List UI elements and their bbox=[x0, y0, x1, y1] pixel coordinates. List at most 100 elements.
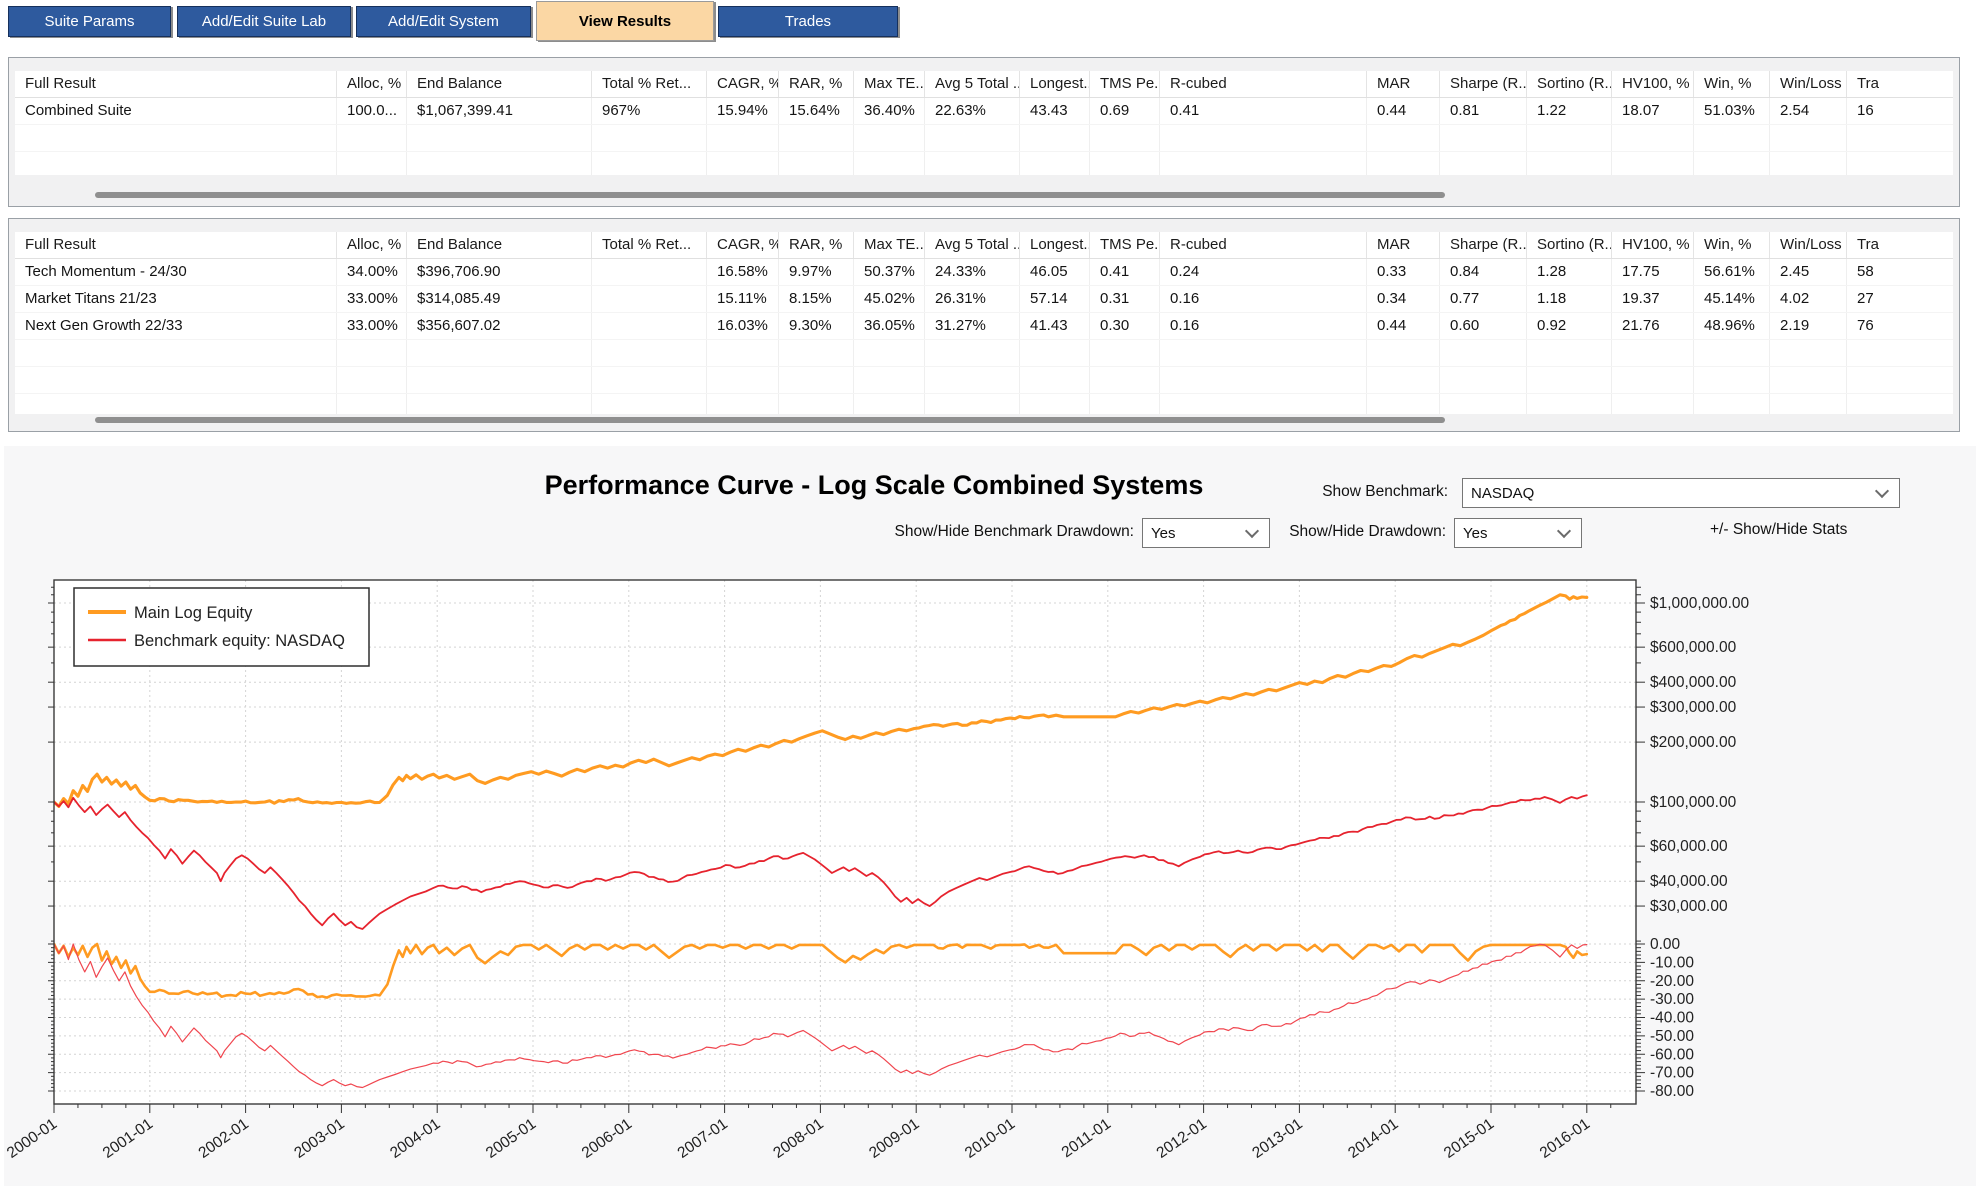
table-cell bbox=[1440, 367, 1527, 393]
table-cell: 15.11% bbox=[707, 286, 779, 312]
table-cell bbox=[707, 125, 779, 151]
column-header: RAR, % bbox=[779, 232, 854, 258]
table-cell bbox=[1367, 367, 1440, 393]
svg-text:-40.00: -40.00 bbox=[1650, 1010, 1694, 1027]
table-cell: 45.14% bbox=[1694, 286, 1770, 312]
table-cell: 57.14 bbox=[1020, 286, 1090, 312]
table-cell: 48.96% bbox=[1694, 313, 1770, 339]
table-cell: 36.05% bbox=[854, 313, 925, 339]
table-cell bbox=[1020, 394, 1090, 414]
systems-horizontal-scrollbar[interactable] bbox=[15, 414, 1953, 426]
column-header: Sharpe (R... bbox=[1440, 71, 1527, 97]
table-cell: 18.07 bbox=[1612, 98, 1694, 124]
table-cell bbox=[1612, 394, 1694, 414]
svg-text:2008-01: 2008-01 bbox=[770, 1115, 826, 1162]
column-header: Sharpe (R... bbox=[1440, 232, 1527, 258]
table-cell bbox=[1160, 125, 1367, 151]
column-header: Avg 5 Total ... bbox=[925, 71, 1020, 97]
table-cell bbox=[407, 367, 592, 393]
benchmark-select[interactable]: NASDAQ bbox=[1462, 478, 1900, 508]
column-header: Max TE... bbox=[854, 71, 925, 97]
column-header: Avg 5 Total ... bbox=[925, 232, 1020, 258]
svg-text:2014-01: 2014-01 bbox=[1345, 1115, 1401, 1162]
column-header: HV100, % bbox=[1612, 71, 1694, 97]
table-cell bbox=[1090, 125, 1160, 151]
table-cell: 1.18 bbox=[1527, 286, 1612, 312]
table-row[interactable] bbox=[15, 394, 1953, 414]
svg-text:2001-01: 2001-01 bbox=[100, 1115, 156, 1162]
table-cell: 43.43 bbox=[1020, 98, 1090, 124]
column-header: Tra bbox=[1847, 71, 1953, 97]
column-header: Win/Loss bbox=[1770, 71, 1847, 97]
table-cell bbox=[925, 367, 1020, 393]
benchmark-drawdown-select[interactable]: Yes bbox=[1142, 518, 1270, 548]
column-header: Longest... bbox=[1020, 232, 1090, 258]
svg-text:2010-01: 2010-01 bbox=[962, 1115, 1018, 1162]
table-row[interactable]: Tech Momentum - 24/3034.00%$396,706.9016… bbox=[15, 259, 1953, 286]
performance-chart: $1,000,000.00$600,000.00$400,000.00$300,… bbox=[36, 572, 1826, 1186]
svg-text:2003-01: 2003-01 bbox=[291, 1115, 347, 1162]
table-cell bbox=[592, 313, 707, 339]
svg-text:Main Log Equity: Main Log Equity bbox=[134, 604, 253, 622]
table-cell bbox=[1527, 340, 1612, 366]
column-header: R-cubed bbox=[1160, 232, 1367, 258]
table-cell: $356,607.02 bbox=[407, 313, 592, 339]
horizontal-scrollbar-thumb[interactable] bbox=[95, 417, 1445, 423]
table-row[interactable] bbox=[15, 340, 1953, 367]
svg-text:2016-01: 2016-01 bbox=[1537, 1115, 1593, 1162]
svg-text:-70.00: -70.00 bbox=[1650, 1065, 1694, 1082]
table-cell bbox=[407, 152, 592, 175]
table-cell bbox=[1090, 367, 1160, 393]
drawdown-select[interactable]: Yes bbox=[1454, 518, 1582, 548]
column-header: RAR, % bbox=[779, 71, 854, 97]
table-cell bbox=[779, 367, 854, 393]
svg-text:2007-01: 2007-01 bbox=[675, 1115, 731, 1162]
table-row[interactable]: Combined Suite100.0...$1,067,399.41967%1… bbox=[15, 98, 1953, 125]
table-row[interactable]: Next Gen Growth 22/3333.00%$356,607.0216… bbox=[15, 313, 1953, 340]
column-header: Total % Ret... bbox=[592, 71, 707, 97]
table-cell bbox=[1440, 340, 1527, 366]
show-hide-stats-toggle[interactable]: +/- Show/Hide Stats bbox=[1710, 521, 1847, 539]
table-cell bbox=[592, 152, 707, 175]
table-cell: 19.37 bbox=[1612, 286, 1694, 312]
table-cell: 0.81 bbox=[1440, 98, 1527, 124]
column-header: TMS Pe... bbox=[1090, 71, 1160, 97]
systems-results-panel: Full ResultAlloc, %End BalanceTotal % Re… bbox=[8, 218, 1960, 432]
column-header: Win, % bbox=[1694, 232, 1770, 258]
table-cell bbox=[337, 367, 407, 393]
tab-add-edit-suite-lab[interactable]: Add/Edit Suite Lab bbox=[177, 6, 351, 37]
svg-text:$1,000,000.00: $1,000,000.00 bbox=[1650, 595, 1750, 612]
table-cell bbox=[925, 125, 1020, 151]
table-row[interactable] bbox=[15, 367, 1953, 394]
svg-text:$600,000.00: $600,000.00 bbox=[1650, 639, 1737, 656]
tab-suite-params[interactable]: Suite Params bbox=[8, 6, 171, 37]
table-cell bbox=[1020, 340, 1090, 366]
svg-text:0.00: 0.00 bbox=[1650, 936, 1681, 953]
table-cell bbox=[1847, 152, 1953, 175]
table-cell: 1.22 bbox=[1527, 98, 1612, 124]
table-cell: 0.41 bbox=[1160, 98, 1367, 124]
summary-horizontal-scrollbar[interactable] bbox=[15, 189, 1953, 201]
column-header: Full Result bbox=[15, 71, 337, 97]
horizontal-scrollbar-thumb[interactable] bbox=[95, 192, 1445, 198]
table-cell: 33.00% bbox=[337, 286, 407, 312]
table-cell: 2.45 bbox=[1770, 259, 1847, 285]
table-cell: Market Titans 21/23 bbox=[15, 286, 337, 312]
benchmark-select-value: NASDAQ bbox=[1471, 485, 1534, 502]
table-cell bbox=[15, 367, 337, 393]
table-row[interactable] bbox=[15, 152, 1953, 175]
tab-add-edit-system[interactable]: Add/Edit System bbox=[356, 6, 531, 37]
table-cell bbox=[1612, 340, 1694, 366]
table-cell bbox=[15, 340, 337, 366]
table-cell: 2.19 bbox=[1770, 313, 1847, 339]
table-row[interactable] bbox=[15, 125, 1953, 152]
table-cell bbox=[1847, 340, 1953, 366]
table-cell bbox=[1770, 125, 1847, 151]
tab-trades[interactable]: Trades bbox=[718, 6, 898, 37]
table-cell bbox=[779, 152, 854, 175]
table-cell bbox=[1847, 394, 1953, 414]
tab-view-results[interactable]: View Results bbox=[536, 1, 714, 41]
table-cell: 41.43 bbox=[1020, 313, 1090, 339]
table-row[interactable]: Market Titans 21/2333.00%$314,085.4915.1… bbox=[15, 286, 1953, 313]
table-cell bbox=[592, 394, 707, 414]
